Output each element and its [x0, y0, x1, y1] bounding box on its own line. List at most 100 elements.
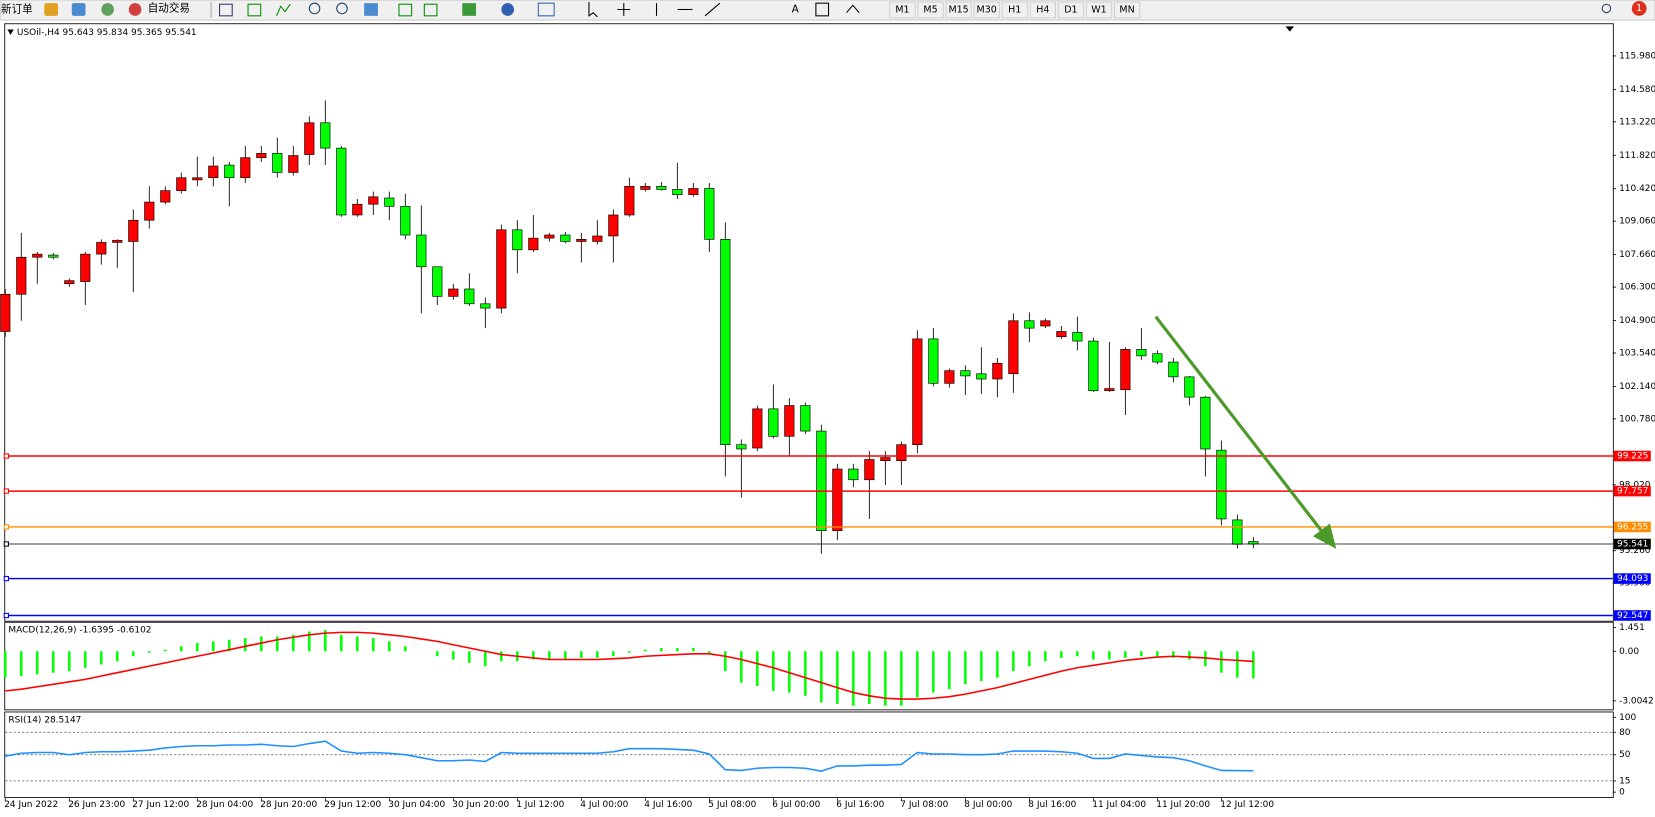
- y-tick-label: 109.060: [1619, 217, 1655, 227]
- candle-body: [896, 444, 907, 461]
- candle-body: [736, 444, 747, 450]
- arrows-tool[interactable]: [846, 4, 860, 14]
- icon[interactable]: [128, 3, 142, 16]
- notification-count: 1: [1636, 3, 1642, 14]
- timeframe-button[interactable]: [1113, 1, 1141, 19]
- macd-bar: [500, 651, 503, 662]
- search[interactable]: [1601, 3, 1612, 14]
- x-tick-label: 30 Jun 20:00: [452, 800, 509, 810]
- crosshair-tool[interactable]: [617, 3, 631, 16]
- candle-body: [928, 338, 939, 384]
- macd-bar: [548, 651, 551, 660]
- x-tick-label: 4 Jul 00:00: [580, 800, 628, 810]
- icon[interactable]: [219, 3, 233, 17]
- macd-bar: [836, 651, 839, 705]
- candle-body: [1136, 349, 1147, 357]
- macd-bar: [164, 649, 167, 652]
- macd-bar: [1108, 651, 1111, 660]
- candle-body: [368, 196, 379, 205]
- icon[interactable]: [44, 3, 59, 16]
- timeframe-button[interactable]: [1085, 1, 1113, 19]
- zoom-out[interactable]: [336, 2, 348, 15]
- candle-body: [176, 177, 187, 191]
- macd-bar: [356, 636, 359, 652]
- price-line-handle: [3, 524, 9, 530]
- candle-body: [912, 338, 923, 445]
- icon[interactable]: [101, 3, 114, 16]
- macd-bar: [292, 634, 295, 652]
- y-tick-label: 15: [1619, 776, 1630, 786]
- toolbar-bg: [0, 0, 1655, 21]
- macd-bar: [132, 651, 135, 657]
- candle-body: [32, 253, 43, 258]
- macd-bar: [436, 651, 439, 657]
- macd-bar: [276, 636, 279, 652]
- x-tick-label: 24 Jun 2022: [4, 800, 58, 810]
- icon[interactable]: [247, 3, 262, 17]
- timeframe-label[interactable]: W1: [1091, 5, 1106, 16]
- timeframe-label[interactable]: MN: [1119, 5, 1134, 16]
- trendline-tool[interactable]: [704, 2, 721, 17]
- macd-bar: [980, 651, 983, 681]
- icon[interactable]: [501, 3, 515, 16]
- icon[interactable]: [537, 2, 555, 17]
- timeframe-label[interactable]: D1: [1064, 5, 1077, 16]
- rsi-line: [5, 740, 1254, 773]
- timeframe-button[interactable]: [889, 1, 916, 19]
- macd-bar: [1156, 651, 1159, 657]
- candle-body: [1120, 349, 1131, 391]
- text-tool[interactable]: A: [792, 3, 800, 15]
- price-label: 96.255: [1617, 522, 1648, 532]
- timeframe-button[interactable]: [1057, 1, 1085, 19]
- timeframe-label[interactable]: M30: [977, 5, 997, 16]
- timeframe-button[interactable]: [1001, 1, 1028, 19]
- candle-body: [752, 408, 763, 449]
- timeframe-label[interactable]: M5: [923, 5, 937, 16]
- timeframe-button[interactable]: [1029, 1, 1057, 19]
- icon[interactable]: [398, 3, 413, 17]
- candle-body: [352, 203, 363, 216]
- timeframe-button[interactable]: [917, 1, 944, 19]
- candle-body: [48, 254, 59, 258]
- candle-body: [448, 288, 459, 297]
- candle-body: [1072, 332, 1083, 342]
- macd-bar: [1076, 651, 1079, 657]
- candle-body: [608, 214, 619, 237]
- icon[interactable]: [364, 3, 378, 16]
- timeframe-button[interactable]: [945, 1, 972, 19]
- label-tool[interactable]: [815, 2, 830, 17]
- new-order-button[interactable]: 新订单: [1, 2, 33, 15]
- icon[interactable]: [276, 3, 291, 17]
- trend-arrow: [1154, 315, 1337, 549]
- notification-badge[interactable]: [1631, 1, 1647, 16]
- candle-body: [416, 234, 427, 268]
- macd-bar: [964, 651, 967, 685]
- timeframe-label[interactable]: H1: [1008, 5, 1021, 16]
- icon[interactable]: [423, 3, 438, 17]
- macd-bar: [564, 651, 567, 660]
- candle-body: [672, 189, 683, 195]
- cursor-tool[interactable]: [588, 2, 598, 18]
- timeframe-label[interactable]: H4: [1036, 5, 1049, 16]
- macd-bar: [228, 639, 231, 652]
- macd-bar: [1172, 651, 1175, 658]
- macd-bar: [1092, 651, 1095, 660]
- timeframe-button[interactable]: [973, 1, 1000, 19]
- zoom-in[interactable]: [308, 2, 321, 15]
- timeframe-label[interactable]: M1: [895, 5, 909, 16]
- macd-bar: [484, 651, 487, 667]
- candle-body: [480, 303, 491, 309]
- y-tick-label: 98.020: [1619, 480, 1651, 490]
- candle-body: [1040, 320, 1051, 327]
- candle-body: [880, 457, 891, 461]
- icon[interactable]: [71, 3, 86, 16]
- icon[interactable]: [462, 3, 477, 16]
- auto-trading-button[interactable]: 自动交易: [148, 1, 190, 14]
- x-tick-label: 6 Jul 16:00: [836, 800, 884, 810]
- macd-bar: [756, 651, 759, 686]
- macd-bar: [916, 651, 919, 698]
- candle-body: [832, 468, 843, 531]
- timeframe-label[interactable]: M15: [948, 5, 968, 16]
- macd-bar: [884, 651, 887, 706]
